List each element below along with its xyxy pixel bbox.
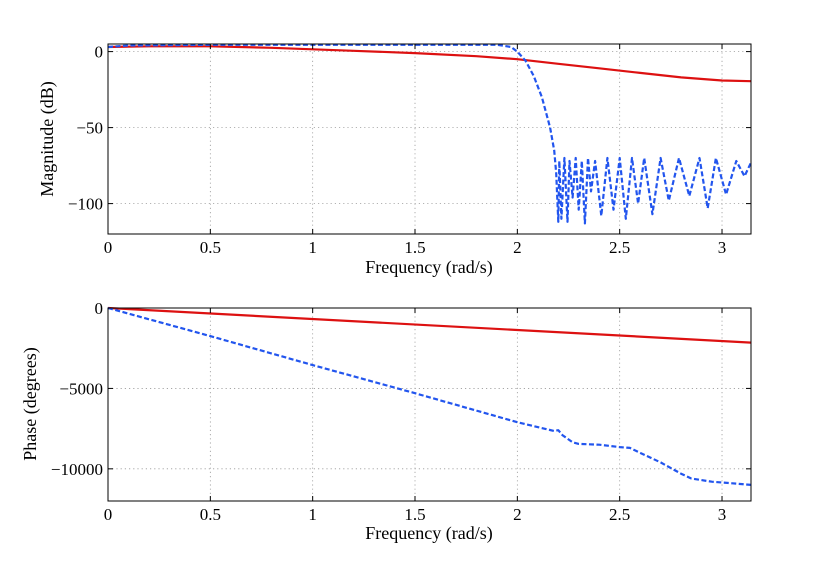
phase-x-tick-label: 1 bbox=[308, 505, 317, 524]
phase-ticks: 0 0.5 1 1.5 2 2.5 3 0 −5000 −10000 bbox=[51, 299, 751, 524]
magnitude-x-tick-label: 0 bbox=[104, 238, 113, 257]
magnitude-panel: 0 0.5 1 1.5 2 2.5 30−50−100 Frequency (rad/s) … bbox=[37, 43, 752, 278]
magnitude-x-tick-label: 1.5 bbox=[404, 238, 425, 257]
phase-x-label: Frequency (rad/s) bbox=[365, 523, 492, 544]
magnitude-x-tick-label: 0.5 bbox=[200, 238, 221, 257]
phase-y-tick-label: −10000 bbox=[51, 460, 103, 479]
phase-blue-dashed-line bbox=[107, 306, 752, 486]
phase-x-tick-label: 0 bbox=[104, 505, 113, 524]
phase-panel: 0 0.5 1 1.5 2 2.5 3 0 −5000 −10000 Frequency (rad… bbox=[20, 299, 752, 544]
magnitude-series bbox=[107, 43, 752, 225]
phase-x-tick-label: 2.5 bbox=[609, 505, 630, 524]
magnitude-y-tick-label: −50 bbox=[76, 119, 103, 138]
magnitude-red-solid-line bbox=[107, 45, 752, 83]
magnitude-axes-frame bbox=[107, 43, 752, 235]
magnitude-x-tick-label: 2.5 bbox=[609, 238, 630, 257]
magnitude-x-tick-label: 3 bbox=[718, 238, 727, 257]
phase-x-tick-label: 0.5 bbox=[200, 505, 221, 524]
phase-y-tick-label: 0 bbox=[95, 299, 104, 318]
phase-x-tick-label: 2 bbox=[513, 505, 522, 524]
magnitude-y-tick-label: 0 bbox=[95, 43, 104, 62]
phase-y-tick-label: −5000 bbox=[59, 379, 103, 398]
magnitude-x-tick-label: 1 bbox=[308, 238, 317, 257]
magnitude-ticks: 0 0.5 1 1.5 2 2.5 3 0 −50 −100 bbox=[68, 43, 751, 257]
magnitude-y-tick-label: −100 bbox=[68, 195, 103, 214]
phase-x-tick-label: 1.5 bbox=[404, 505, 425, 524]
magnitude-blue-dashed-line bbox=[107, 43, 752, 225]
magnitude-x-label: Frequency (rad/s) bbox=[365, 257, 492, 278]
magnitude-y-label: Magnitude (dB) bbox=[37, 81, 58, 196]
magnitude-x-tick-label: 2 bbox=[513, 238, 522, 257]
phase-red-solid-line bbox=[107, 306, 752, 344]
phase-axes-frame bbox=[107, 307, 752, 502]
phase-series bbox=[107, 306, 752, 486]
phase-y-label: Phase (degrees) bbox=[20, 347, 41, 460]
phase-x-tick-label: 3 bbox=[718, 505, 727, 524]
